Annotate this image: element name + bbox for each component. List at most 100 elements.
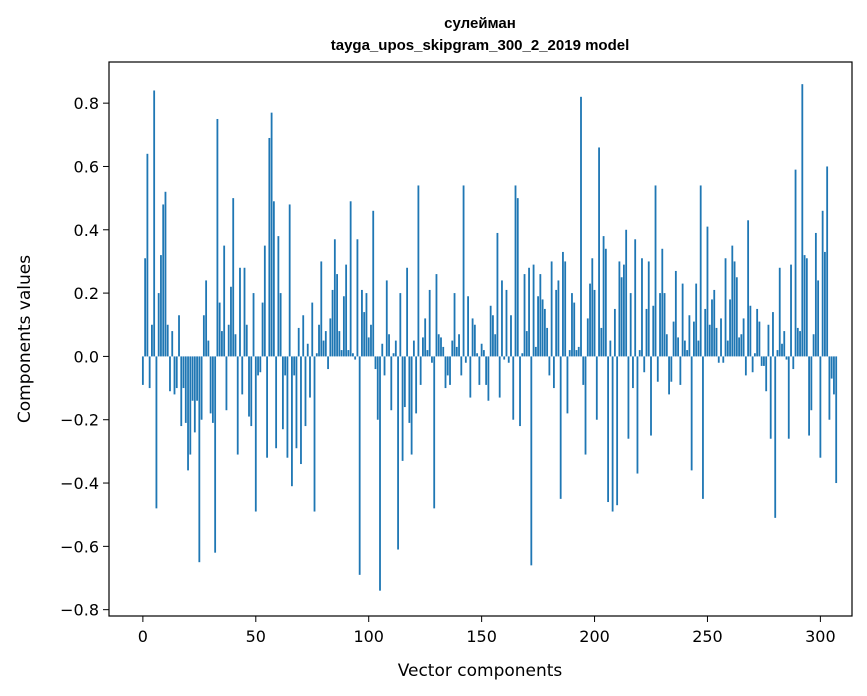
chart-title-line1: сулейман bbox=[444, 15, 516, 32]
bar-component-172 bbox=[530, 356, 533, 566]
bar-component-48 bbox=[250, 356, 253, 427]
bar-component-148 bbox=[476, 353, 479, 357]
bar-component-118 bbox=[408, 356, 411, 423]
bar-component-10 bbox=[164, 191, 167, 357]
bar-component-121 bbox=[415, 356, 418, 414]
bar-component-277 bbox=[767, 324, 770, 357]
bar-component-64 bbox=[286, 356, 289, 458]
bar-component-240 bbox=[683, 340, 686, 357]
bar-component-244 bbox=[693, 321, 695, 357]
bar-component-217 bbox=[632, 356, 634, 389]
bar-component-272 bbox=[756, 308, 759, 357]
bar-component-37 bbox=[225, 356, 228, 411]
bar-component-18 bbox=[182, 356, 185, 389]
bar-component-99 bbox=[365, 293, 368, 357]
bar-component-11 bbox=[166, 324, 169, 357]
bar-component-141 bbox=[460, 356, 463, 376]
bar-component-268 bbox=[747, 220, 750, 357]
bar-component-238 bbox=[679, 356, 682, 385]
y-axis-ticks: −0.8 −0.6 −0.4 −0.2 0.0 0.2 0.4 0.6 0.8 bbox=[60, 94, 109, 620]
bar-component-297 bbox=[812, 334, 815, 357]
bar-component-119 bbox=[410, 356, 413, 455]
bar-component-299 bbox=[817, 280, 820, 357]
bar-component-159 bbox=[501, 280, 503, 357]
bar-component-231 bbox=[663, 293, 666, 357]
bar-component-292 bbox=[801, 84, 804, 357]
bar-component-186 bbox=[562, 251, 564, 357]
bar-component-6 bbox=[155, 356, 158, 509]
bar-component-122 bbox=[417, 185, 420, 357]
bar-component-234 bbox=[670, 356, 673, 382]
bar-component-205 bbox=[604, 248, 607, 357]
bar-component-2 bbox=[146, 153, 149, 357]
bar-component-126 bbox=[426, 350, 429, 357]
bar-component-220 bbox=[638, 350, 641, 357]
bar-component-21 bbox=[189, 356, 192, 455]
bar-component-101 bbox=[370, 324, 372, 357]
bar-component-102 bbox=[372, 210, 375, 357]
bar-component-29 bbox=[207, 340, 210, 357]
bar-component-86 bbox=[336, 274, 338, 357]
bar-component-257 bbox=[722, 356, 725, 363]
bar-component-98 bbox=[363, 312, 366, 357]
bar-component-41 bbox=[234, 334, 237, 357]
bar-component-164 bbox=[512, 356, 515, 420]
bar-component-45 bbox=[243, 267, 246, 357]
bar-component-275 bbox=[763, 356, 765, 366]
bar-component-16 bbox=[178, 315, 180, 357]
bar-component-9 bbox=[162, 204, 165, 357]
bar-component-179 bbox=[546, 327, 549, 357]
bar-component-53 bbox=[261, 302, 264, 357]
bar-component-65 bbox=[288, 204, 291, 357]
bar-component-181 bbox=[550, 261, 553, 357]
bar-component-203 bbox=[600, 327, 603, 357]
bar-component-69 bbox=[297, 327, 300, 357]
bar-component-287 bbox=[790, 264, 792, 357]
bar-component-24 bbox=[196, 356, 198, 401]
bar-component-304 bbox=[828, 356, 831, 420]
bar-component-77 bbox=[315, 353, 318, 357]
bar-component-66 bbox=[291, 356, 293, 487]
x-tick-label: 200 bbox=[579, 627, 610, 646]
bars-group bbox=[141, 84, 838, 591]
bar-component-68 bbox=[295, 356, 298, 449]
y-tick-label: −0.4 bbox=[60, 474, 99, 493]
bar-component-120 bbox=[412, 340, 415, 357]
bar-component-88 bbox=[340, 350, 343, 357]
bar-component-235 bbox=[672, 321, 675, 357]
bar-component-57 bbox=[270, 112, 273, 357]
bar-component-187 bbox=[564, 261, 567, 357]
bar-component-227 bbox=[654, 185, 657, 357]
bar-component-302 bbox=[824, 251, 826, 357]
x-tick-label: 250 bbox=[692, 627, 723, 646]
bar-component-115 bbox=[401, 356, 404, 461]
bar-component-14 bbox=[173, 356, 176, 395]
bar-component-13 bbox=[171, 331, 174, 357]
bar-component-184 bbox=[557, 280, 560, 357]
bar-component-70 bbox=[300, 356, 302, 465]
bar-component-93 bbox=[352, 353, 354, 357]
bar-component-149 bbox=[478, 356, 481, 385]
bar-component-242 bbox=[688, 315, 691, 357]
x-tick-label: 100 bbox=[353, 627, 384, 646]
y-tick-label: 0.2 bbox=[74, 284, 99, 303]
bar-component-173 bbox=[532, 264, 535, 357]
bar-component-85 bbox=[333, 239, 336, 357]
bar-component-291 bbox=[799, 331, 801, 357]
bar-component-133 bbox=[442, 346, 445, 357]
bar-component-236 bbox=[674, 270, 677, 357]
bar-component-296 bbox=[810, 356, 813, 411]
bar-component-271 bbox=[753, 353, 756, 357]
bar-component-273 bbox=[758, 321, 761, 357]
bar-component-229 bbox=[659, 293, 661, 357]
bar-component-20 bbox=[187, 356, 189, 471]
bar-component-192 bbox=[575, 350, 578, 357]
bar-component-62 bbox=[281, 356, 284, 430]
bar-component-259 bbox=[726, 340, 729, 357]
bar-component-34 bbox=[218, 302, 221, 357]
bar-component-52 bbox=[259, 356, 262, 373]
bar-component-169 bbox=[523, 274, 526, 357]
bar-component-261 bbox=[731, 245, 734, 357]
bar-component-142 bbox=[462, 185, 465, 357]
bar-component-84 bbox=[331, 289, 334, 357]
